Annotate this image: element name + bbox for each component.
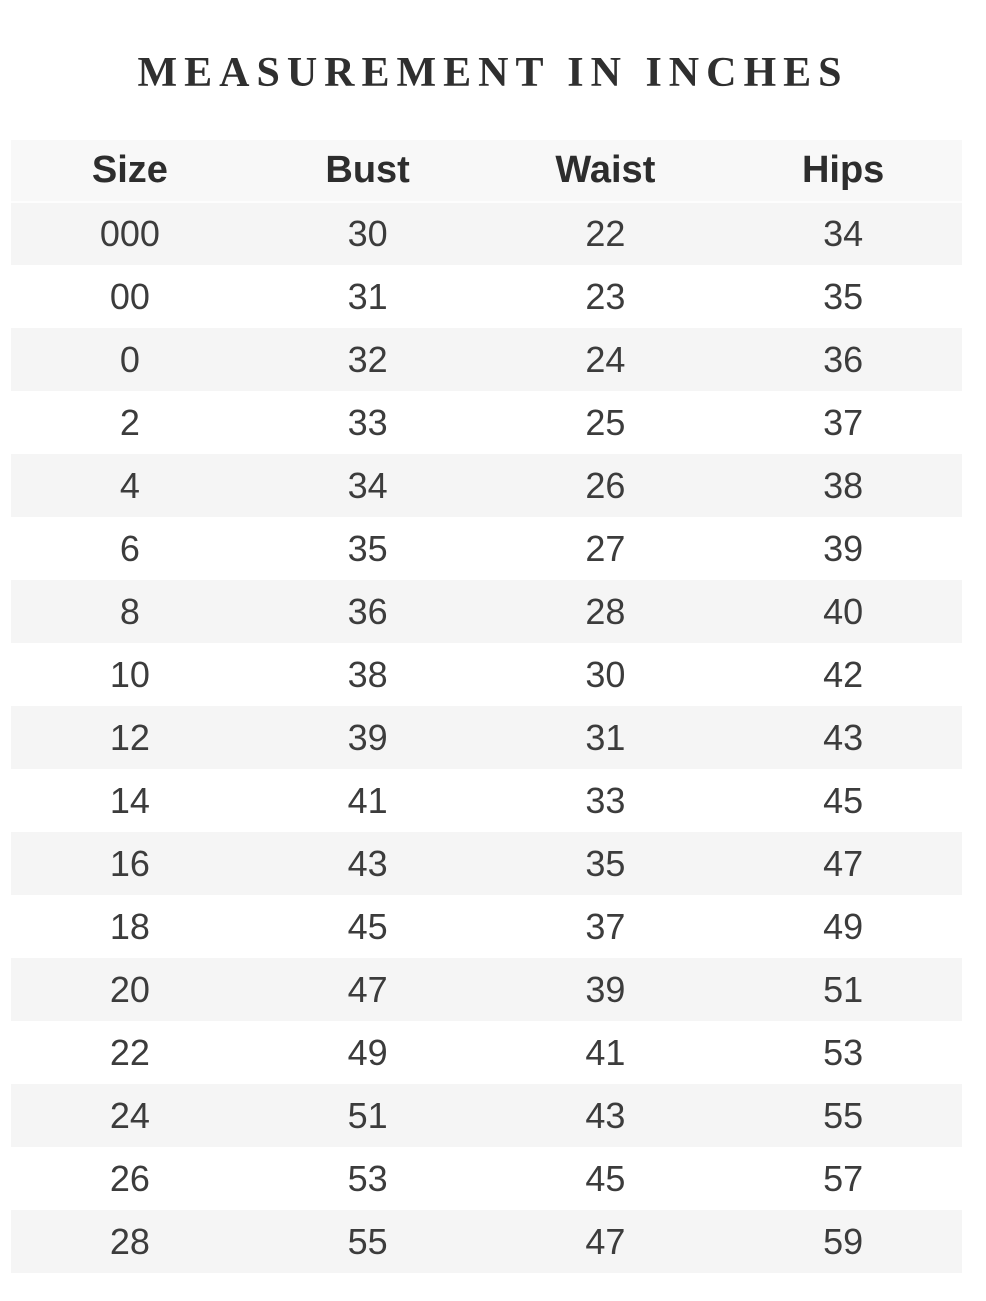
cell: 31 bbox=[585, 716, 626, 758]
cell: 22 bbox=[109, 1031, 150, 1073]
cell: 34 bbox=[823, 213, 864, 254]
table-row: 4 34 26 38 bbox=[11, 454, 962, 517]
cell: 28 bbox=[109, 1220, 150, 1262]
cell: 37 bbox=[823, 401, 864, 443]
cell: 38 bbox=[823, 464, 864, 506]
cell: 45 bbox=[823, 779, 864, 821]
cell: 18 bbox=[109, 905, 150, 947]
cell: 35 bbox=[347, 527, 388, 569]
cell: 59 bbox=[823, 1220, 864, 1262]
cell: 20 bbox=[109, 968, 150, 1010]
column-header-hips: Hips bbox=[801, 149, 885, 191]
cell: 43 bbox=[823, 716, 864, 758]
cell: 26 bbox=[585, 464, 626, 506]
column-header-bust: Bust bbox=[325, 149, 410, 191]
cell: 45 bbox=[585, 1157, 626, 1199]
cell: 6 bbox=[119, 527, 140, 569]
cell: 51 bbox=[347, 1094, 388, 1136]
cell: 23 bbox=[585, 275, 626, 317]
table-row: 22 49 41 53 bbox=[11, 1021, 962, 1084]
cell: 39 bbox=[347, 716, 388, 758]
cell: 49 bbox=[823, 905, 864, 947]
table-row: 12 39 31 43 bbox=[11, 706, 962, 769]
cell: 31 bbox=[347, 275, 388, 317]
cell: 45 bbox=[347, 905, 388, 947]
table-row: 8 36 28 40 bbox=[11, 580, 962, 643]
cell: 42 bbox=[823, 653, 864, 695]
cell: 40 bbox=[823, 590, 864, 632]
column-header-waist: Waist bbox=[555, 149, 656, 191]
cell: 47 bbox=[347, 968, 388, 1010]
cell: 34 bbox=[347, 464, 388, 506]
cell: 35 bbox=[585, 842, 626, 884]
cell: 36 bbox=[347, 590, 388, 632]
table-row: 00 31 23 35 bbox=[11, 265, 962, 328]
cell: 41 bbox=[585, 1031, 626, 1073]
cell: 8 bbox=[119, 590, 140, 632]
cell: 28 bbox=[585, 590, 626, 632]
page-title: MEASUREMENT IN INCHES bbox=[137, 50, 849, 96]
cell: 33 bbox=[347, 401, 388, 443]
cell: 33 bbox=[585, 779, 626, 821]
cell: 36 bbox=[823, 338, 864, 380]
cell: 53 bbox=[347, 1157, 388, 1199]
table-row: 18 45 37 49 bbox=[11, 895, 962, 958]
cell: 30 bbox=[585, 653, 626, 695]
cell: 22 bbox=[585, 213, 626, 254]
cell: 37 bbox=[585, 905, 626, 947]
cell: 38 bbox=[347, 653, 388, 695]
cell: 47 bbox=[585, 1220, 626, 1262]
cell: 57 bbox=[823, 1157, 864, 1199]
cell: 10 bbox=[109, 653, 150, 695]
cell: 47 bbox=[823, 842, 864, 884]
table-row: 28 55 47 59 bbox=[11, 1210, 962, 1273]
cell: 55 bbox=[823, 1094, 864, 1136]
table-body: 000 30 22 34 00 31 23 35 0 32 24 36 2 33 25 37 4 34 26 38 6 3… bbox=[11, 202, 962, 1273]
cell: 14 bbox=[109, 779, 150, 821]
table-row: 24 51 43 55 bbox=[11, 1084, 962, 1147]
cell: 2 bbox=[119, 401, 140, 443]
table-header-row: Size Bust Waist Hips bbox=[11, 140, 962, 202]
table-row: 0 32 24 36 bbox=[11, 328, 962, 391]
cell: 51 bbox=[823, 968, 864, 1010]
cell: 53 bbox=[823, 1031, 864, 1073]
table-row: 6 35 27 39 bbox=[11, 517, 962, 580]
cell: 24 bbox=[109, 1094, 150, 1136]
table-header: Size Bust Waist Hips bbox=[11, 140, 962, 202]
cell: 25 bbox=[585, 401, 626, 443]
table-row: 000 30 22 34 bbox=[11, 202, 962, 265]
cell: 12 bbox=[109, 716, 150, 758]
column-header-size: Size bbox=[91, 149, 168, 191]
table-row: 16 43 35 47 bbox=[11, 832, 962, 895]
cell: 30 bbox=[347, 213, 388, 254]
cell: 4 bbox=[119, 464, 140, 506]
table-row: 20 47 39 51 bbox=[11, 958, 962, 1021]
cell: 39 bbox=[585, 968, 626, 1010]
cell: 43 bbox=[585, 1094, 626, 1136]
table-row: 10 38 30 42 bbox=[11, 643, 962, 706]
cell: 000 bbox=[99, 213, 160, 254]
cell: 41 bbox=[347, 779, 388, 821]
cell: 26 bbox=[109, 1157, 150, 1199]
cell: 49 bbox=[347, 1031, 388, 1073]
table-row: 26 53 45 57 bbox=[11, 1147, 962, 1210]
table-row: 14 41 33 45 bbox=[11, 769, 962, 832]
cell: 27 bbox=[585, 527, 626, 569]
cell: 35 bbox=[823, 275, 864, 317]
cell: 24 bbox=[585, 338, 626, 380]
table-row: 2 33 25 37 bbox=[11, 391, 962, 454]
cell: 0 bbox=[119, 338, 140, 380]
cell: 55 bbox=[347, 1220, 388, 1262]
cell: 39 bbox=[823, 527, 864, 569]
cell: 32 bbox=[347, 338, 388, 380]
cell: 16 bbox=[109, 842, 150, 884]
cell: 43 bbox=[347, 842, 388, 884]
measurement-table: Size Bust Waist Hips 000 30 22 34 00 31 23 35 0 3… bbox=[11, 140, 962, 1273]
cell: 00 bbox=[109, 275, 150, 317]
